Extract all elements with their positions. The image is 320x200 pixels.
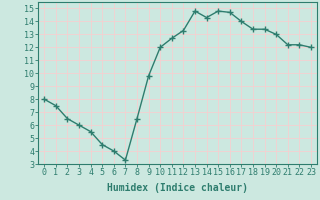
X-axis label: Humidex (Indice chaleur): Humidex (Indice chaleur) <box>107 183 248 193</box>
